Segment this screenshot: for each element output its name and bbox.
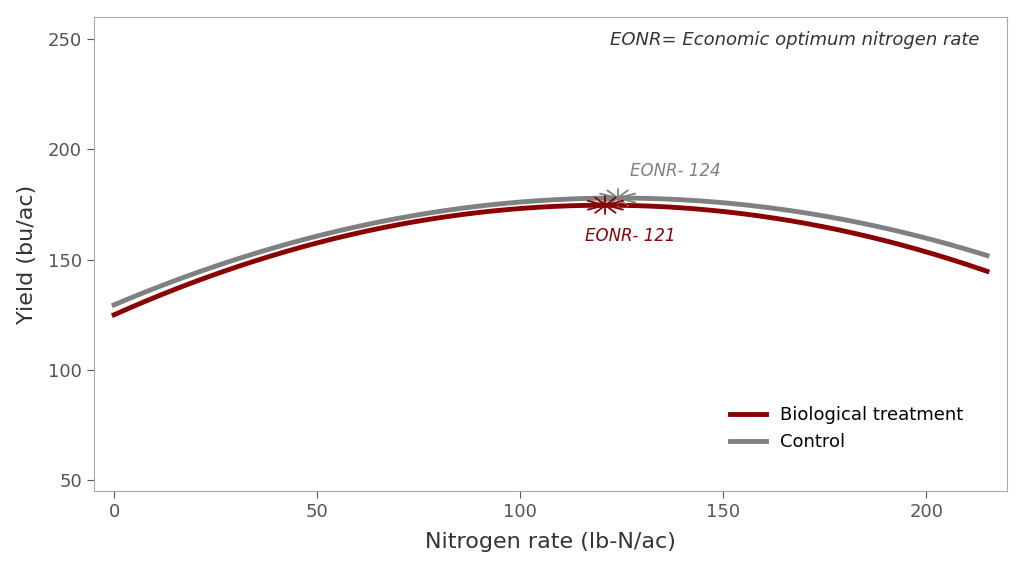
Legend: Biological treatment, Control: Biological treatment, Control <box>723 399 971 459</box>
Text: EONR= Economic optimum nitrogen rate: EONR= Economic optimum nitrogen rate <box>610 31 980 49</box>
X-axis label: Nitrogen rate (lb-N/ac): Nitrogen rate (lb-N/ac) <box>425 533 676 552</box>
Text: EONR- 124: EONR- 124 <box>630 162 720 180</box>
Text: EONR- 121: EONR- 121 <box>585 227 676 245</box>
Y-axis label: Yield (bu/ac): Yield (bu/ac) <box>16 184 37 324</box>
